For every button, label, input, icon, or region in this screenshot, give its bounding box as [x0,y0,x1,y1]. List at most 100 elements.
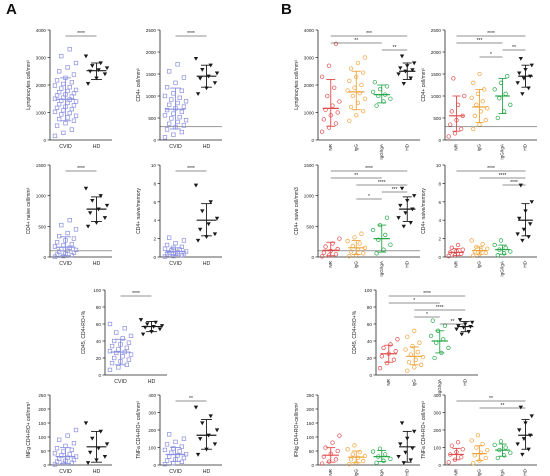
data-point [518,183,524,188]
data-point [140,332,146,337]
x-category-label: HD [203,469,211,475]
data-point [406,360,412,365]
data-point [73,113,79,118]
chart-a6: 0 50 100 150 200 250 INFg CD4+RO+ cell/mm³ CVID… [26,393,112,475]
data-point [61,130,66,136]
data-point [177,449,182,454]
data-point [474,445,479,450]
x-category-label: IgG/IgA [379,260,384,277]
data-point [333,41,339,46]
significance-label: * [426,312,428,318]
data-point [377,86,383,92]
data-point [181,455,187,461]
data-point [321,117,326,122]
significance-label: * [368,194,370,200]
data-point [492,442,497,448]
data-point [520,452,525,457]
y-axis-label: TNFa CD4+RO+ cell/mm³ [421,401,427,459]
data-point [408,458,413,463]
data-point [59,112,64,117]
data-point [61,81,66,87]
data-point [52,451,58,456]
chart-a2: 0 500 1000 1500 2000 2500 CD4+ cell/mm³ CVID HD *… [136,28,222,150]
data-point [395,337,400,342]
data-point [333,252,339,257]
y-tick-label: 4000 [304,28,315,33]
x-category-label: HD [93,469,101,475]
data-point [214,428,220,433]
data-point [521,437,527,441]
data-point [69,127,74,132]
data-point [391,357,397,362]
data-point [410,68,415,73]
data-point [87,450,93,455]
data-point [370,89,376,95]
data-point [162,113,168,118]
data-point [109,343,115,349]
data-point [122,326,127,331]
y-tick-label: 150 [38,421,46,426]
data-point [177,95,182,100]
data-point [171,111,176,116]
data-point [411,61,417,66]
significance-label: *** [366,31,372,37]
y-tick-label: 100 [93,288,101,293]
significance-label: ** [354,38,358,44]
data-point [472,249,477,254]
data-point [59,86,64,91]
data-point [495,455,500,461]
data-point [183,118,189,123]
data-point [65,230,70,236]
y-tick-label: 80 [367,305,373,310]
data-point [419,362,424,367]
data-point [71,103,77,108]
data-point [208,200,213,204]
data-point [377,366,383,371]
y-axis-label: TNFa CD4+RO+ cell/mm³ [136,401,142,459]
data-point [388,242,393,247]
significance-label: ** [451,319,455,325]
data-point [159,324,165,328]
data-point [503,91,508,96]
data-point [169,116,174,121]
data-point [446,253,451,259]
data-point [54,105,60,110]
data-point [112,338,117,344]
data-point [459,332,464,337]
data-point [71,72,77,77]
data-point [471,461,476,466]
significance-label: **** [378,180,386,186]
x-category-label: IgG/IgA [500,468,505,476]
y-tick-label: 1500 [431,72,442,77]
y-tick-label: 4000 [36,28,47,33]
data-point [197,76,203,81]
data-point [333,457,339,462]
data-point [57,69,62,74]
y-tick-label: 0 [438,255,441,260]
data-point [162,447,168,453]
data-point [107,367,113,373]
data-point [96,446,101,451]
data-point [413,357,419,362]
data-point [527,222,533,227]
data-point [477,71,482,77]
y-tick-label: 1500 [146,72,157,77]
y-tick-label: 150 [306,421,314,426]
y-tick-label: 1500 [304,163,315,168]
data-point [169,97,174,102]
data-point [370,227,376,233]
data-point [175,62,180,67]
data-point [495,253,500,258]
data-point [370,449,376,454]
x-category-label: HD [203,144,211,150]
x-category-label: HD [203,261,211,267]
data-point [90,64,95,68]
data-point [65,65,70,70]
y-tick-label: 40 [96,339,102,344]
significance-label: **** [187,31,195,37]
data-point [471,126,476,132]
data-point [179,244,184,250]
y-tick-label: 50 [41,449,47,454]
x-category-label: IgG [411,379,416,387]
significance-label: **** [436,305,444,311]
